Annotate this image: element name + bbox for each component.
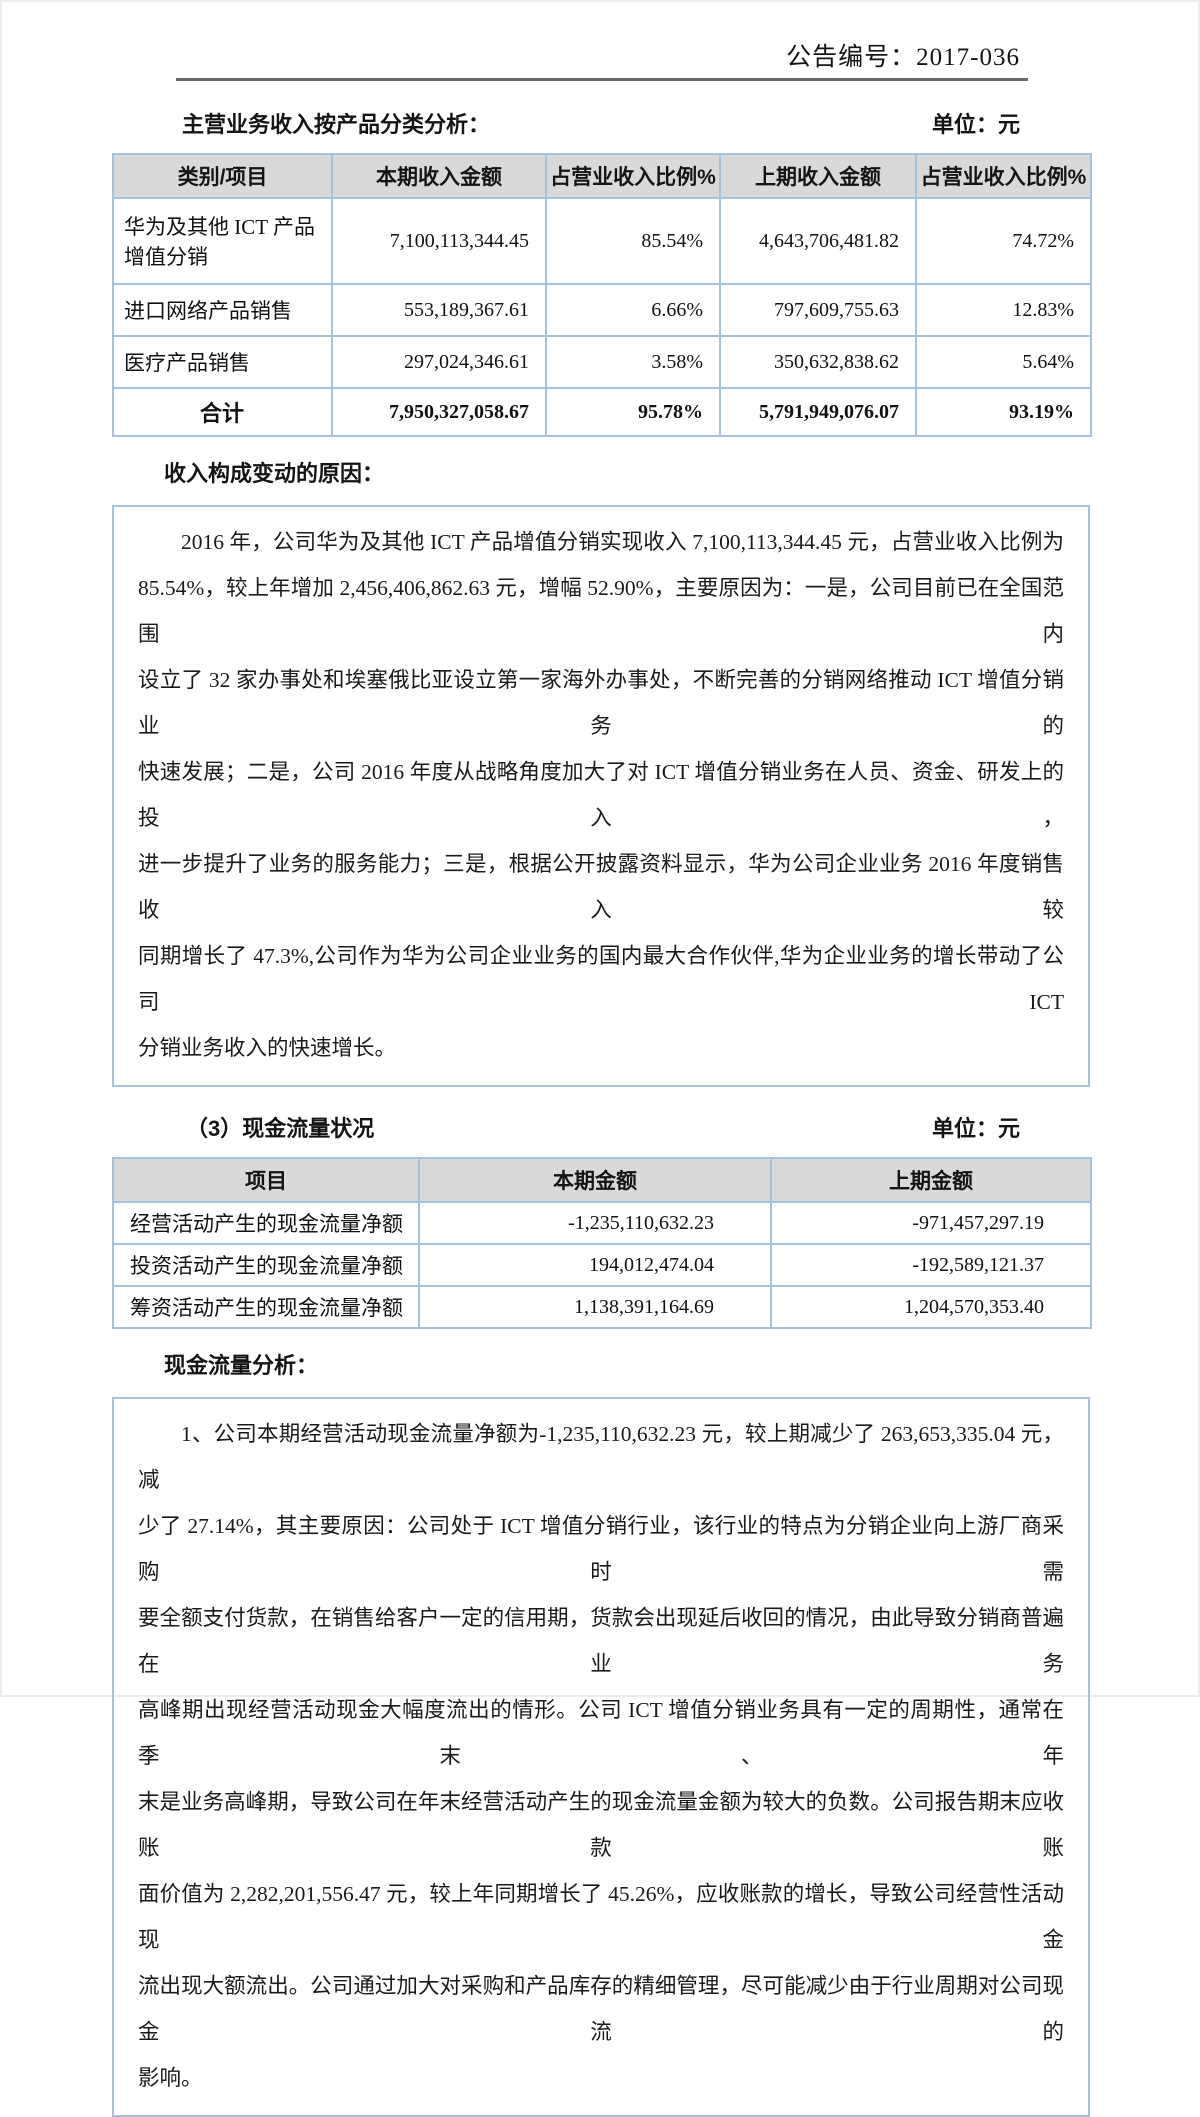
cell-value: 6.66% <box>545 283 721 337</box>
paragraph-line: 面价值为 2,282,201,556.47 元，较上年同期增长了 45.26%，… <box>138 1882 1064 1952</box>
cell-value: 797,609,755.63 <box>719 283 917 337</box>
cashflow-table: 项目 本期金额 上期金额 经营活动产生的现金流量净额 -1,235,110,63… <box>112 1157 1092 1329</box>
cell-value: 5,791,949,076.07 <box>719 387 917 437</box>
cell-value: -971,457,297.19 <box>770 1201 1092 1245</box>
paragraph-line: 高峰期出现经营活动现金大幅度流出的情形。公司 ICT 增值分销业务具有一定的周期… <box>138 1698 1064 1768</box>
cashflow-table-header-row: 项目 本期金额 上期金额 <box>112 1157 1092 1203</box>
row-label: 投资活动产生的现金流量净额 <box>112 1243 420 1287</box>
paragraph-line: 同期增长了 47.3%,公司作为华为公司企业业务的国内最大合作伙伴,华为企业业务… <box>138 944 1064 1014</box>
cell-value: 5.64% <box>915 335 1092 389</box>
paragraph-line: 分销业务收入的快速增长。 <box>138 1036 397 1060</box>
paragraph-line: 2016 年，公司华为及其他 ICT 产品增值分销实现收入 7,100,113,… <box>181 530 1064 554</box>
table-row-operating-cashflow: 经营活动产生的现金流量净额 -1,235,110,632.23 -971,457… <box>112 1201 1092 1245</box>
paragraph-line: 1、公司本期经营活动现金流量净额为-1,235,110,632.23 元，较上期… <box>138 1422 1064 1492</box>
cell-value: -1,235,110,632.23 <box>418 1201 772 1245</box>
row-label: 华为及其他 ICT 产品增值分销 <box>112 197 333 285</box>
section1-title-row: 主营业务收入按产品分类分析： 单位：元 <box>112 111 1090 139</box>
paragraph-line: 进一步提升了业务的服务能力；三是，根据公开披露资料显示，华为公司企业业务 201… <box>138 852 1064 922</box>
cell-value: 7,100,113,344.45 <box>331 197 547 285</box>
row-label: 筹资活动产生的现金流量净额 <box>112 1285 420 1329</box>
column-header-current-revenue: 本期收入金额 <box>331 153 547 199</box>
table-row-financing-cashflow: 筹资活动产生的现金流量净额 1,138,391,164.69 1,204,570… <box>112 1285 1092 1329</box>
section1-title: 主营业务收入按产品分类分析： <box>182 112 491 137</box>
row-label: 经营活动产生的现金流量净额 <box>112 1201 420 1245</box>
cell-value: 350,632,838.62 <box>719 335 917 389</box>
cell-value: 1,204,570,353.40 <box>770 1285 1092 1329</box>
paragraph-line: 流出现大额流出。公司通过加大对采购和产品库存的精细管理，尽可能减少由于行业周期对… <box>138 1974 1064 2044</box>
cell-value: 194,012,474.04 <box>418 1243 772 1287</box>
cell-value: 4,643,706,481.82 <box>719 197 917 285</box>
analysis-heading: 现金流量分析： <box>164 1353 319 1378</box>
cell-value: 297,024,346.61 <box>331 335 547 389</box>
section2-title: （3）现金流量状况 <box>186 1116 375 1141</box>
cell-value: 93.19% <box>915 387 1092 437</box>
section2-title-row: （3）现金流量状况 单位：元 <box>112 1115 1090 1143</box>
section1-unit-label: 单位：元 <box>931 112 1020 137</box>
column-header-prior-amount: 上期金额 <box>770 1157 1092 1203</box>
table-row-medical: 医疗产品销售 297,024,346.61 3.58% 350,632,838.… <box>112 335 1092 389</box>
header-rule <box>176 78 1028 81</box>
total-label: 合计 <box>112 387 333 437</box>
reason-heading: 收入构成变动的原因： <box>164 461 385 486</box>
cell-value: 1,138,391,164.69 <box>418 1285 772 1329</box>
announcement-number: 公告编号：2017-036 <box>786 44 1020 71</box>
column-header-current-ratio: 占营业收入比例% <box>545 153 721 199</box>
cell-value: 7,950,327,058.67 <box>331 387 547 437</box>
paragraph-line: 设立了 32 家办事处和埃塞俄比亚设立第一家海外办事处，不断完善的分销网络推动 … <box>138 668 1064 738</box>
revenue-table: 类别/项目 本期收入金额 占营业收入比例% 上期收入金额 占营业收入比例% 华为… <box>112 153 1092 437</box>
paragraph-line: 85.54%，较上年增加 2,456,406,862.63 元，增幅 52.90… <box>138 576 1064 646</box>
cell-value: 95.78% <box>545 387 721 437</box>
cell-value: 85.54% <box>545 197 721 285</box>
row-label: 进口网络产品销售 <box>112 283 333 337</box>
table-row-imported-network: 进口网络产品销售 553,189,367.61 6.66% 797,609,75… <box>112 283 1092 337</box>
revenue-table-header-row: 类别/项目 本期收入金额 占营业收入比例% 上期收入金额 占营业收入比例% <box>112 153 1092 199</box>
column-header-prior-ratio: 占营业收入比例% <box>915 153 1092 199</box>
column-header-current-amount: 本期金额 <box>418 1157 772 1203</box>
paragraph-line: 末是业务高峰期，导致公司在年末经营活动产生的现金流量金额为较大的负数。公司报告期… <box>138 1790 1064 1860</box>
cell-value: 12.83% <box>915 283 1092 337</box>
paragraph-line: 影响。 <box>138 2066 203 2090</box>
cell-value: 3.58% <box>545 335 721 389</box>
column-header-prior-revenue: 上期收入金额 <box>719 153 917 199</box>
cell-value: 553,189,367.61 <box>331 283 547 337</box>
section2-unit-label: 单位：元 <box>931 1116 1020 1141</box>
document-page: 公告编号：2017-036 主营业务收入按产品分类分析： 单位：元 类别/项目 … <box>112 44 1092 2117</box>
table-row-huawei-ict: 华为及其他 ICT 产品增值分销 7,100,113,344.45 85.54%… <box>112 197 1092 285</box>
paragraph-line: 快速发展；二是，公司 2016 年度从战略角度加大了对 ICT 增值分销业务在人… <box>138 760 1064 830</box>
reason-paragraph-box: 2016 年，公司华为及其他 ICT 产品增值分销实现收入 7,100,113,… <box>112 505 1090 1087</box>
table-row-investing-cashflow: 投资活动产生的现金流量净额 194,012,474.04 -192,589,12… <box>112 1243 1092 1287</box>
table-row-total: 合计 7,950,327,058.67 95.78% 5,791,949,076… <box>112 387 1092 437</box>
column-header-item: 项目 <box>112 1157 420 1203</box>
paragraph-line: 少了 27.14%，其主要原因：公司处于 ICT 增值分销行业，该行业的特点为分… <box>138 1514 1064 1584</box>
analysis-paragraph-box: 1、公司本期经营活动现金流量净额为-1,235,110,632.23 元，较上期… <box>112 1397 1090 2117</box>
row-label: 医疗产品销售 <box>112 335 333 389</box>
cell-value: 74.72% <box>915 197 1092 285</box>
column-header-category: 类别/项目 <box>112 153 333 199</box>
paragraph-line: 要全额支付货款，在销售给客户一定的信用期，货款会出现延后收回的情况，由此导致分销… <box>138 1606 1064 1676</box>
cell-value: -192,589,121.37 <box>770 1243 1092 1287</box>
